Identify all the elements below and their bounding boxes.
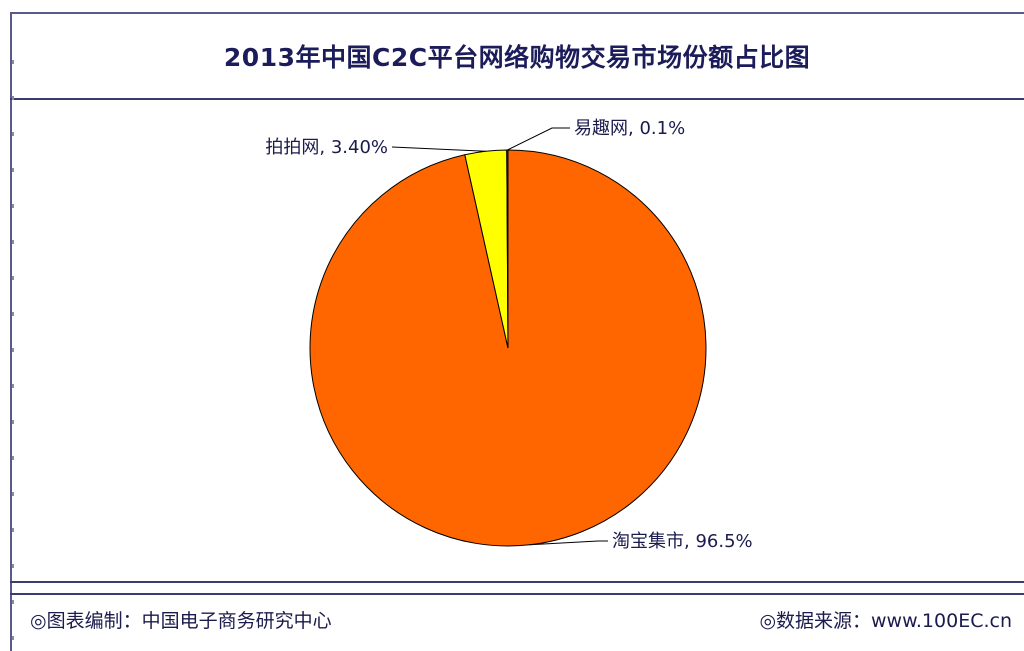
frame-tick [12, 204, 14, 208]
frame-tick [12, 312, 14, 316]
frame-tick [12, 240, 14, 244]
footer-divider-top [10, 581, 1024, 583]
frame-tick [12, 96, 14, 100]
frame-tick [12, 348, 14, 352]
frame-tick [12, 528, 14, 532]
slice-label-3: 易趣网, 0.1% [574, 118, 685, 139]
slice-labels: 淘宝集市, 96.5% 拍拍网, 3.40% 易趣网, 0.1% [265, 118, 752, 552]
compiler-credit: ◎图表编制：中国电子商务研究中心 [30, 610, 332, 632]
frame-tick [12, 384, 14, 388]
pie-slices [309, 149, 707, 547]
frame-tick [12, 456, 14, 460]
leader-line-3 [507, 127, 570, 151]
frame-tick [12, 276, 14, 280]
footer-divider-bottom [10, 593, 1024, 595]
frame-tick [12, 600, 14, 604]
leader-lines [391, 127, 608, 546]
title-divider [10, 98, 1024, 100]
leader-line-2 [391, 146, 486, 152]
chart-title: 2013年中国C2C平台网络购物交易市场份额占比图 [223, 43, 811, 72]
slice-label-1: 淘宝集市, 96.5% [612, 531, 753, 552]
frame-tick [12, 60, 14, 64]
frame-tick [12, 564, 14, 568]
data-source: ◎数据来源：www.100EC.cn [759, 610, 1012, 632]
frame-tick [12, 492, 14, 496]
chart-frame [10, 12, 1024, 651]
frame-tick [12, 420, 14, 424]
frame-tick [12, 132, 14, 136]
slice-label-2: 拍拍网, 3.40% [265, 137, 388, 158]
frame-tick [12, 636, 14, 640]
leader-line-1 [529, 540, 608, 546]
frame-tick [12, 168, 14, 172]
